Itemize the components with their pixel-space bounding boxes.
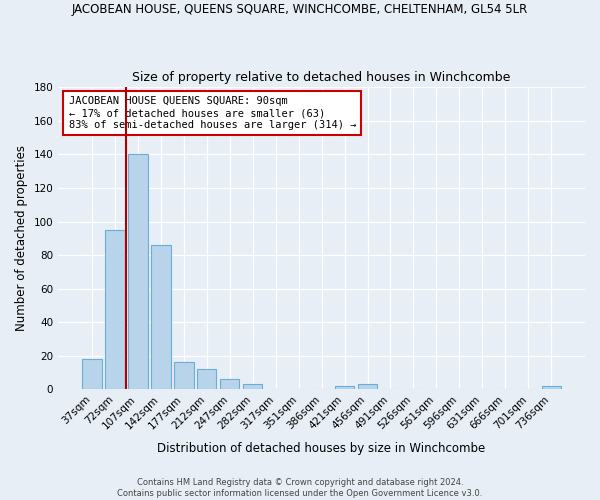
X-axis label: Distribution of detached houses by size in Winchcombe: Distribution of detached houses by size … <box>157 442 486 455</box>
Bar <box>542 386 561 389</box>
Bar <box>197 369 217 389</box>
Bar <box>105 230 125 389</box>
Bar <box>82 359 101 389</box>
Bar <box>151 245 170 389</box>
Bar <box>335 386 355 389</box>
Text: Contains HM Land Registry data © Crown copyright and database right 2024.
Contai: Contains HM Land Registry data © Crown c… <box>118 478 482 498</box>
Text: JACOBEAN HOUSE QUEENS SQUARE: 90sqm
← 17% of detached houses are smaller (63)
83: JACOBEAN HOUSE QUEENS SQUARE: 90sqm ← 17… <box>69 96 356 130</box>
Text: JACOBEAN HOUSE, QUEENS SQUARE, WINCHCOMBE, CHELTENHAM, GL54 5LR: JACOBEAN HOUSE, QUEENS SQUARE, WINCHCOMB… <box>72 2 528 16</box>
Bar <box>174 362 194 389</box>
Title: Size of property relative to detached houses in Winchcombe: Size of property relative to detached ho… <box>133 70 511 84</box>
Y-axis label: Number of detached properties: Number of detached properties <box>15 146 28 332</box>
Bar <box>220 379 239 389</box>
Bar <box>358 384 377 389</box>
Bar <box>243 384 262 389</box>
Bar <box>128 154 148 389</box>
